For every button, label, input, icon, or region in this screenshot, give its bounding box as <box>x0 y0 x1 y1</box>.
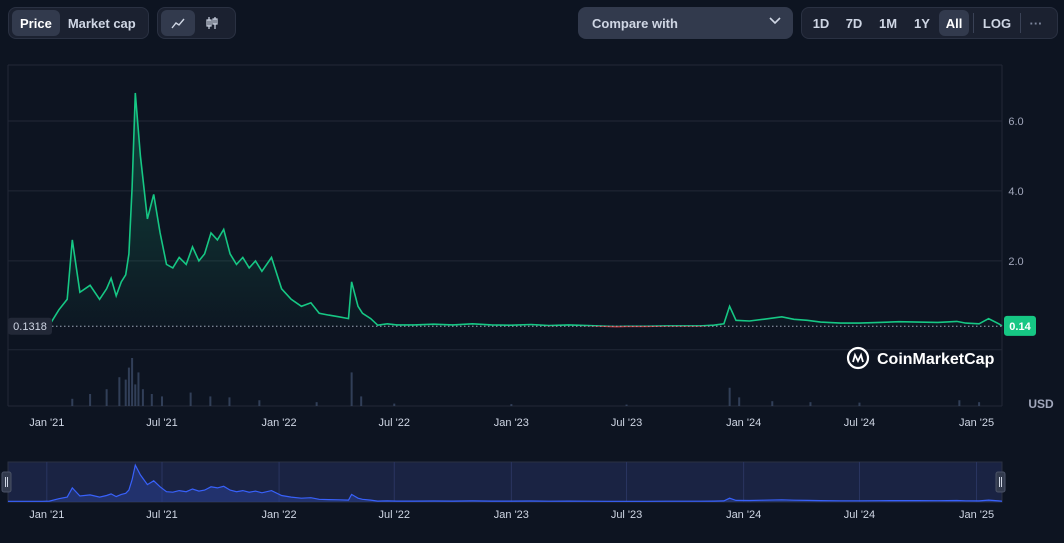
x-tick-label: Jul '22 <box>379 417 410 429</box>
range-divider <box>973 13 974 33</box>
x-tick-label: Jul '21 <box>146 417 177 429</box>
currency-label: USD <box>1028 397 1054 411</box>
more-options-button[interactable]: ··· <box>1029 15 1043 31</box>
coinmarketcap-logo-icon <box>846 346 870 370</box>
x-tick-label: Jan '22 <box>262 417 297 429</box>
volume-bar <box>228 397 231 406</box>
range-selector: 1D 7D 1M 1Y All LOG ··· <box>801 7 1058 39</box>
volume-bar <box>258 400 261 406</box>
navigator-x-tick-label: Jan '24 <box>726 509 761 521</box>
volume-bar <box>127 367 130 406</box>
compare-label: Compare with <box>592 15 678 31</box>
volume-bar <box>71 398 74 406</box>
price-area-fill <box>42 93 1002 327</box>
range-1d-button[interactable]: 1D <box>812 15 830 31</box>
navigator-x-tick-label: Jul '23 <box>611 509 642 521</box>
navigator-x-tick-label: Jan '25 <box>959 509 994 521</box>
x-tick-label: Jan '21 <box>29 417 64 429</box>
volume-bar <box>315 402 318 406</box>
x-tick-label: Jan '24 <box>726 417 761 429</box>
range-1m-button[interactable]: 1M <box>878 15 898 31</box>
volume-bar <box>809 402 812 406</box>
volume-bar <box>134 384 137 406</box>
volume-bar <box>625 404 628 406</box>
volume-bar <box>978 402 981 406</box>
price-tab[interactable]: Price <box>12 10 60 36</box>
volume-bar <box>350 372 353 406</box>
chevron-down-icon <box>769 17 781 25</box>
volume-bar <box>771 401 774 406</box>
current-price-text: 0.14 <box>1009 321 1031 333</box>
volume-bar <box>124 379 127 406</box>
range-1y-button[interactable]: 1Y <box>914 15 930 31</box>
candlestick-icon <box>206 17 218 29</box>
volume-bar <box>189 392 192 406</box>
more-divider <box>1020 13 1021 33</box>
x-tick-label: Jul '23 <box>611 417 642 429</box>
log-scale-button[interactable]: LOG <box>982 15 1012 31</box>
navigator-x-tick-label: Jul '21 <box>146 509 177 521</box>
navigator-line <box>8 463 1003 502</box>
volume-bar <box>105 389 108 406</box>
navigator-x-tick-label: Jul '22 <box>379 509 410 521</box>
volume-bar <box>360 396 363 406</box>
volume-bar <box>738 397 741 406</box>
market-cap-tab[interactable]: Market cap <box>67 15 136 31</box>
navigator-x-tick-label: Jul '24 <box>844 509 875 521</box>
y-tick-label: 2.0 <box>1008 256 1023 268</box>
y-tick-label: 4.0 <box>1008 186 1023 198</box>
volume-bar <box>131 358 134 406</box>
x-tick-label: Jul '24 <box>844 417 875 429</box>
volume-bar <box>510 404 513 406</box>
navigator-left-handle[interactable] <box>1 471 12 493</box>
chart-type-toggle <box>157 7 236 39</box>
volume-bar <box>161 396 163 406</box>
volume-bar <box>118 377 121 406</box>
line-chart-icon <box>171 18 185 29</box>
candlestick-button[interactable] <box>195 10 229 36</box>
navigator-x-tick-label: Jan '21 <box>29 509 64 521</box>
x-tick-label: Jan '25 <box>959 417 994 429</box>
navigator-area <box>8 465 1002 502</box>
volume-bar <box>958 400 961 406</box>
metric-toggle: Price Market cap <box>8 7 149 39</box>
volume-bar <box>728 387 731 406</box>
volume-bar <box>209 396 212 406</box>
compare-with-dropdown[interactable]: Compare with <box>578 7 793 39</box>
range-7d-button[interactable]: 7D <box>845 15 863 31</box>
volume-bar <box>150 394 153 406</box>
volume-bar <box>858 402 861 406</box>
navigator-x-tick-label: Jan '22 <box>262 509 297 521</box>
line-chart-button[interactable] <box>161 10 195 36</box>
volume-bar <box>393 403 396 406</box>
volume-bar <box>137 372 140 406</box>
baseline-label: 0.1318 <box>8 317 52 335</box>
price-line-up <box>8 92 1003 327</box>
range-all-button[interactable]: All <box>939 10 969 36</box>
watermark-text: CoinMarketCap <box>877 351 995 368</box>
navigator-right-handle[interactable] <box>995 471 1006 493</box>
navigator-x-tick-label: Jan '23 <box>494 509 529 521</box>
current-price-label: 0.14 <box>1004 315 1036 336</box>
y-tick-label: 6.0 <box>1008 116 1023 128</box>
volume-bar <box>89 394 92 406</box>
volume-bar <box>141 389 144 406</box>
coinmarketcap-watermark: CoinMarketCap <box>846 346 995 370</box>
x-tick-label: Jan '23 <box>494 417 529 429</box>
baseline-value-text: 0.1318 <box>13 321 47 333</box>
